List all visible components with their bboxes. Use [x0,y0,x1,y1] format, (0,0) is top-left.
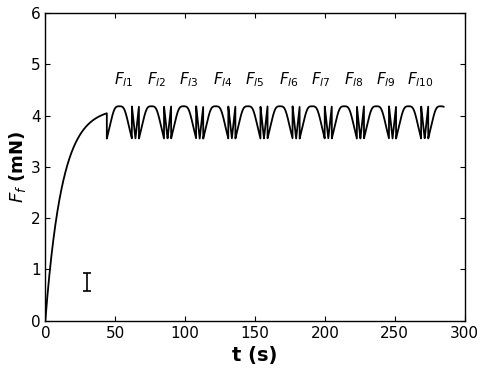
Text: $F_{l8}$: $F_{l8}$ [344,70,364,89]
Text: $F_{l4}$: $F_{l4}$ [213,70,233,89]
Text: $F_{l10}$: $F_{l10}$ [406,70,433,89]
Text: $F_{l6}$: $F_{l6}$ [278,70,298,89]
Text: $F_{l9}$: $F_{l9}$ [377,70,396,89]
Y-axis label: $F_f$ (mN): $F_f$ (mN) [7,131,28,203]
Text: $F_{l5}$: $F_{l5}$ [245,70,265,89]
Text: $F_{l3}$: $F_{l3}$ [179,70,199,89]
Text: $F_{l1}$: $F_{l1}$ [114,70,133,89]
Text: $F_{l7}$: $F_{l7}$ [311,70,330,89]
X-axis label: t (s): t (s) [232,346,278,365]
Text: $F_{l2}$: $F_{l2}$ [147,70,167,89]
